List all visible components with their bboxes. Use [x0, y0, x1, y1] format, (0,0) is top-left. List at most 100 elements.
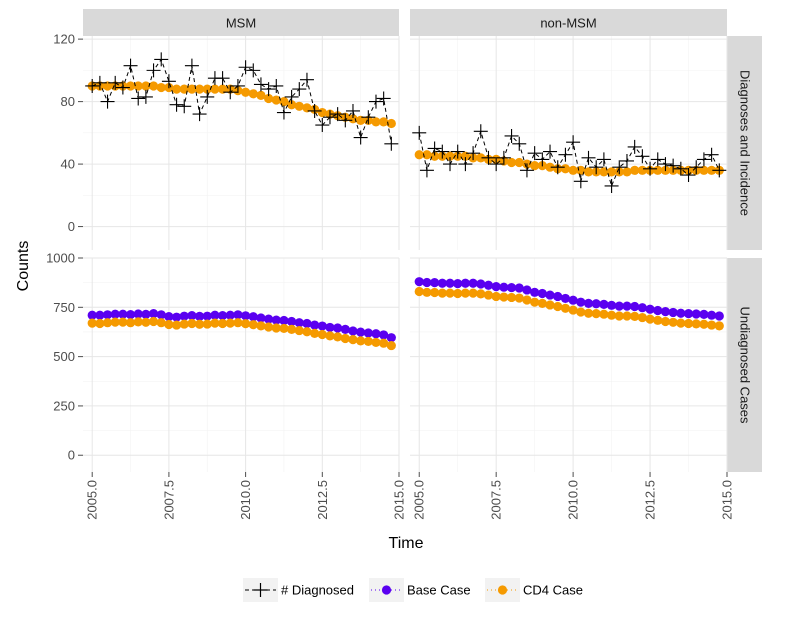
base-case-point [599, 299, 609, 309]
cd4-case-point [683, 318, 694, 329]
diagnosed-point [458, 157, 473, 172]
diagnosed-point [307, 103, 322, 118]
diagnosed-point [223, 85, 238, 100]
base-case-point [141, 309, 151, 320]
cd4-case-point [530, 161, 540, 171]
cd4-case-point [333, 332, 343, 342]
cd4-case-point [645, 314, 655, 324]
facet-strip-msm [83, 9, 399, 36]
base-case-point [499, 282, 509, 292]
diagnosed-point [184, 58, 199, 73]
diagnosed-point [92, 75, 107, 90]
cd4-case-point [430, 151, 440, 161]
cd4-case-point [187, 318, 197, 329]
cd4-case-point [707, 320, 717, 330]
cd4-case-point [506, 292, 517, 303]
base-case-point [606, 300, 617, 310]
diagnosed-point [353, 130, 368, 145]
cd4-case-point [310, 328, 320, 338]
cd4-case-point [187, 84, 197, 94]
legend-label-base_case: Base Case [407, 583, 471, 598]
cd4-case-point [483, 290, 494, 300]
base-case-point [133, 309, 143, 319]
x-tick-label: 2012.5 [643, 480, 658, 520]
cd4-case-point [676, 318, 686, 328]
panel-background [83, 36, 399, 250]
cd4-case-point [568, 305, 578, 315]
cd4-case-point [225, 318, 235, 328]
diagnosed-point [146, 63, 161, 78]
y-tick-label: 250 [53, 398, 75, 413]
diagnosed-point [589, 160, 604, 175]
diagnosed-point [299, 72, 314, 87]
diagnosed-point [384, 136, 399, 151]
cd4-case-point [699, 165, 709, 175]
cd4-case-point [241, 87, 251, 97]
diagnosed-point [596, 152, 611, 167]
cd4-case-point [363, 336, 373, 347]
base-case-point [445, 278, 455, 288]
base-case-point [386, 333, 396, 343]
base-case-point [568, 295, 578, 305]
cd4-case-point [699, 319, 709, 329]
cd4-case-point [95, 318, 105, 329]
cd4-case-point [248, 89, 258, 99]
cd4-case-point [707, 165, 717, 175]
diagnosed-point [315, 118, 330, 133]
diagnosed-point [581, 150, 596, 165]
diagnosed-point [368, 94, 383, 109]
x-tick-label: 2012.5 [315, 480, 330, 520]
diagnosed-point [345, 103, 360, 118]
diagnosed-point [238, 60, 253, 75]
cd4-case-point [210, 318, 220, 328]
diagnosed-point [504, 128, 519, 143]
base-case-point [325, 322, 335, 333]
diagnosed-point [473, 124, 488, 139]
base-case-point [591, 299, 601, 309]
base-case-point [194, 311, 205, 321]
diagnosed-point [138, 89, 153, 104]
base-case-point [453, 279, 463, 289]
x-tick-label: 2015.0 [392, 480, 407, 520]
base-case-point [553, 291, 563, 302]
cd4-case-point [537, 298, 547, 308]
cd4-case-point [714, 321, 724, 331]
cd4-case-point [583, 308, 594, 318]
base-case-point [630, 301, 640, 312]
cd4-case-point [606, 310, 617, 320]
base-case-point [583, 298, 594, 308]
cd4-case-point [491, 291, 501, 302]
panel-series-0-1 [412, 124, 727, 193]
diagnosed-point [466, 146, 481, 161]
cd4-case-point [653, 315, 663, 325]
row-strip-2 [727, 258, 762, 472]
base-case-point [179, 311, 189, 321]
panel-1-0 [83, 257, 400, 472]
cd4-case-point [545, 300, 555, 310]
base-case-point [476, 279, 486, 289]
x-tick-label: 2005.0 [412, 480, 427, 520]
diagnosed-point [154, 52, 169, 67]
y-tick-label: 40 [61, 157, 75, 172]
row-label-2: Undiagnosed Cases [738, 306, 753, 424]
cd4-case-point [294, 325, 304, 336]
y-axis-title: Counts [15, 241, 32, 292]
base-case-point [714, 311, 724, 321]
cd4-case-point [102, 81, 113, 91]
cd4-case-point [294, 101, 304, 111]
cd4-case-point [653, 165, 663, 175]
base-case-point [614, 301, 624, 311]
diagnosed-point [376, 91, 391, 106]
cd4-case-point [202, 319, 212, 329]
diagnosed-line [92, 58, 392, 144]
base-case-point [348, 326, 358, 336]
diagnosed-point [566, 135, 581, 150]
x-tick-label: 2010.0 [566, 480, 581, 520]
cd4-case-point [141, 317, 151, 327]
base-case-point [468, 278, 478, 288]
diagnosed-point [292, 82, 307, 97]
base-case-point [414, 277, 424, 287]
diagnosed-point [681, 168, 696, 183]
diagnosed-point [215, 71, 230, 86]
diagnosed-point [527, 146, 542, 161]
